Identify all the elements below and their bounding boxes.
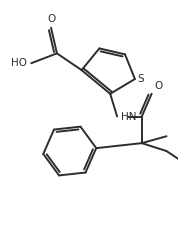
Text: O: O — [47, 14, 55, 24]
Text: O: O — [155, 82, 163, 91]
Text: HN: HN — [121, 112, 136, 121]
Text: HO: HO — [11, 58, 27, 68]
Text: S: S — [137, 74, 144, 84]
